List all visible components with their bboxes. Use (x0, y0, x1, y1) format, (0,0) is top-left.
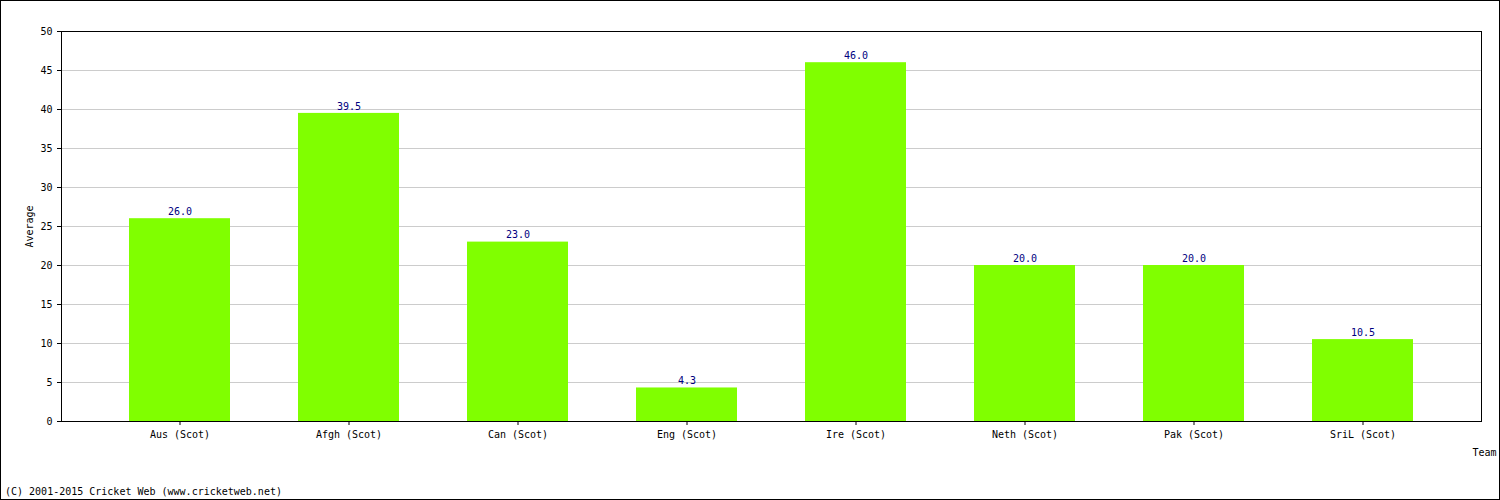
svg-text:15: 15 (40, 299, 52, 310)
svg-text:Can (Scot): Can (Scot) (488, 429, 548, 440)
svg-text:Ire (Scot): Ire (Scot) (826, 429, 886, 440)
svg-text:35: 35 (40, 143, 52, 154)
svg-text:26.0: 26.0 (168, 206, 192, 217)
svg-text:10: 10 (40, 338, 52, 349)
svg-text:50: 50 (40, 26, 52, 37)
svg-text:0: 0 (46, 416, 52, 427)
svg-text:Neth (Scot): Neth (Scot) (992, 429, 1058, 440)
svg-text:30: 30 (40, 182, 52, 193)
svg-text:Team: Team (1472, 447, 1496, 458)
svg-text:20.0: 20.0 (1182, 253, 1206, 264)
svg-text:Afgh (Scot): Afgh (Scot) (316, 429, 382, 440)
svg-text:Aus (Scot): Aus (Scot) (150, 429, 210, 440)
svg-text:Pak (Scot): Pak (Scot) (1164, 429, 1224, 440)
svg-text:25: 25 (40, 221, 52, 232)
svg-text:39.5: 39.5 (337, 101, 361, 112)
svg-text:46.0: 46.0 (844, 50, 868, 61)
svg-text:10.5: 10.5 (1351, 327, 1375, 338)
svg-text:45: 45 (40, 65, 52, 76)
html-text:(C) 2001-2015 Cricket Web (www: (C) 2001-2015 Cricket Web (www.cricketwe… (5, 486, 282, 497)
svg-text:5: 5 (46, 377, 52, 388)
svg-text:40: 40 (40, 104, 52, 115)
svg-text:4.3: 4.3 (678, 375, 696, 386)
svg-text:Average: Average (24, 205, 35, 247)
svg-text:23.0: 23.0 (506, 229, 530, 240)
svg-text:20: 20 (40, 260, 52, 271)
svg-text:Eng (Scot): Eng (Scot) (657, 429, 717, 440)
svg-text:20.0: 20.0 (1013, 253, 1037, 264)
svg-text:SriL (Scot): SriL (Scot) (1330, 429, 1396, 440)
